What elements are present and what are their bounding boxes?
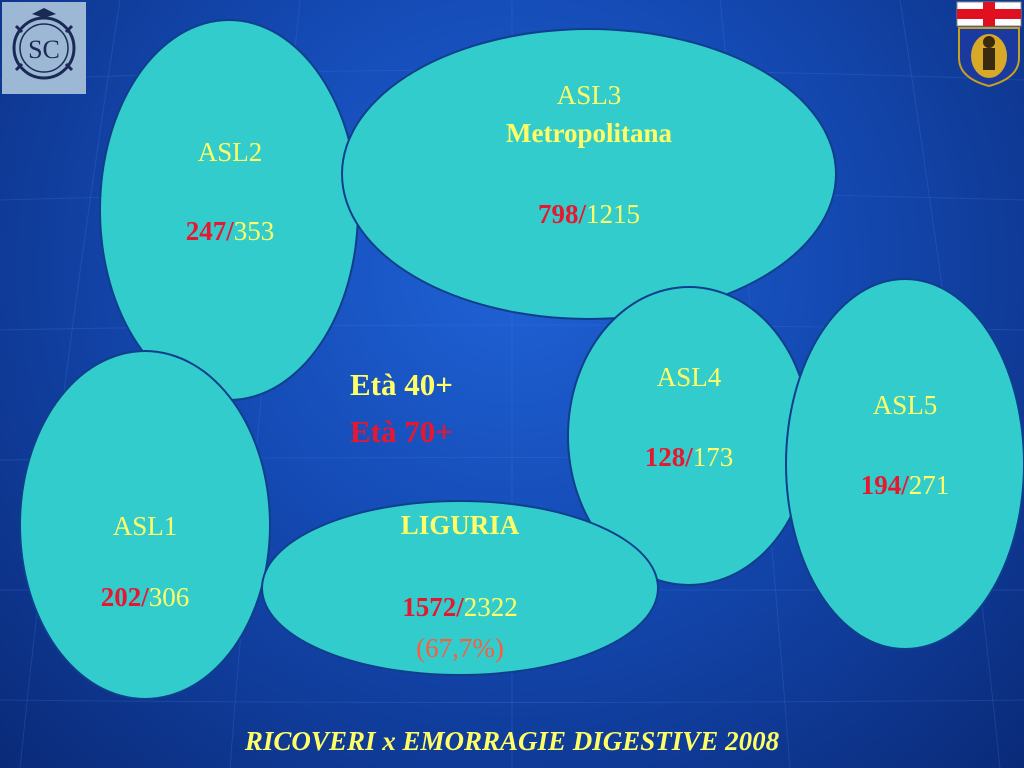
asl2-name: ASL2	[197, 137, 263, 167]
liguria-values: 1572/2322	[360, 592, 560, 623]
asl1-age70-value: 202/	[100, 582, 149, 612]
slide-title: RICOVERI x EMORRAGIE DIGESTIVE 2008	[244, 726, 780, 756]
asl5-age40-value: 271	[908, 470, 950, 500]
asl3-subtitle: Metropolitana	[506, 118, 672, 148]
asl5-values: 194/271	[805, 470, 1005, 501]
asl3-values: 798/1215	[439, 199, 739, 230]
asl4-values: 128/173	[589, 442, 789, 473]
liguria-ellipse	[261, 500, 659, 676]
asl3-age40-value: 1215	[586, 199, 640, 229]
asl4-age40-value: 173	[692, 442, 734, 472]
legend-age70: Età 70+	[350, 414, 453, 449]
liguria-name: LIGURIA	[400, 510, 520, 540]
asl4-age70-value: 128/	[644, 442, 693, 472]
asl1-name: ASL1	[112, 511, 178, 541]
asl4-name: ASL4	[656, 362, 722, 392]
legend-age40: Età 40+	[350, 367, 453, 402]
asl1-values: 202/306	[45, 582, 245, 613]
asl5-name: ASL5	[872, 390, 938, 420]
liguria-age70-value: 1572/	[402, 592, 464, 622]
asl3-name: ASL3	[556, 80, 622, 110]
asl3-ellipse	[341, 28, 837, 320]
asl2-age40-value: 353	[233, 216, 275, 246]
asl2-ellipse	[99, 19, 359, 401]
svg-text:SC: SC	[28, 35, 60, 64]
sc-logo: SC	[2, 2, 86, 94]
coat-of-arms-icon	[955, 0, 1023, 88]
asl1-ellipse	[19, 350, 271, 700]
asl1-age40-value: 306	[148, 582, 190, 612]
asl2-values: 247/353	[130, 216, 330, 247]
asl5-age70-value: 194/	[860, 470, 909, 500]
liguria-percent: (67,7%)	[416, 633, 504, 663]
asl3-age70-value: 798/	[537, 199, 586, 229]
asl5-ellipse	[785, 278, 1024, 650]
asl2-age70-value: 247/	[185, 216, 234, 246]
liguria-age40-value: 2322	[463, 592, 518, 622]
